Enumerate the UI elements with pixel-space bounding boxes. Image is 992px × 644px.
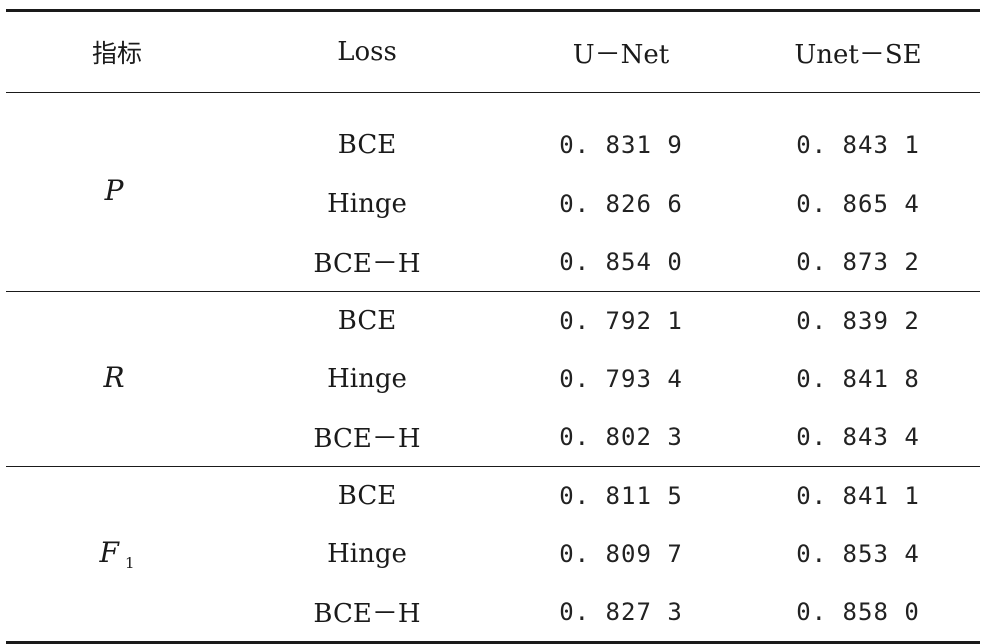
table-row: BCE－H 0. 854 0 0. 873 2 — [6, 233, 980, 292]
table-row: R BCE 0. 792 1 0. 839 2 — [6, 291, 980, 394]
header-metric: 指标 — [91, 39, 142, 68]
results-table: 指标 Loss U－Net Unet－SE P BCE 0. 831 9 0. … — [6, 9, 980, 644]
table-row: Hinge 0. 826 6 0. 865 4 — [6, 175, 980, 233]
unet-value: 0. 793 4 — [559, 364, 683, 393]
loss-cell: Hinge — [327, 363, 407, 394]
loss-cell: Hinge — [327, 538, 407, 569]
unet-value: 0. 826 6 — [559, 189, 683, 218]
unet-value: 0. 809 7 — [559, 539, 683, 568]
unet-value: 0. 854 0 — [559, 247, 683, 276]
metric-label: P — [104, 173, 124, 207]
unet-se-value: 0. 841 1 — [796, 481, 920, 510]
metric-cell: R — [6, 291, 228, 466]
unet-value: 0. 831 9 — [559, 130, 683, 159]
metric-group-r: R BCE 0. 792 1 0. 839 2 Hinge 0. 793 4 0… — [6, 291, 980, 466]
table-row: P BCE 0. 831 9 0. 843 1 — [6, 93, 980, 207]
header-loss: Loss — [337, 37, 397, 67]
table-row: Hinge 0. 809 7 0. 853 4 — [6, 525, 980, 583]
loss-cell: Hinge — [327, 188, 407, 219]
unet-se-value: 0. 843 1 — [796, 130, 920, 159]
loss-cell: BCE－H — [313, 424, 421, 454]
loss-cell: BCE — [337, 305, 397, 336]
unet-se-value: 0. 873 2 — [796, 247, 920, 276]
unet-se-value: 0. 858 0 — [796, 597, 920, 626]
unet-value: 0. 802 3 — [559, 422, 683, 451]
unet-se-value: 0. 839 2 — [796, 306, 920, 335]
header-unet: U－Net — [572, 39, 670, 70]
metric-cell: P — [6, 93, 228, 292]
header-row: 指标 Loss U－Net Unet－SE — [6, 10, 980, 93]
metric-label: R — [103, 360, 125, 394]
loss-cell: BCE — [337, 480, 397, 511]
metric-subscript: 1 — [124, 553, 135, 572]
unet-se-value: 0. 841 8 — [796, 364, 920, 393]
unet-se-value: 0. 853 4 — [796, 539, 920, 568]
loss-cell: BCE－H — [313, 599, 421, 629]
unet-se-value: 0. 865 4 — [796, 189, 920, 218]
header-unet-se: Unet－SE — [794, 39, 922, 70]
unet-value: 0. 792 1 — [559, 306, 683, 335]
metric-label: F — [99, 535, 119, 569]
loss-cell: BCE — [337, 129, 397, 160]
unet-value: 0. 827 3 — [559, 597, 683, 626]
unet-se-value: 0. 843 4 — [796, 422, 920, 451]
table-row: Hinge 0. 793 4 0. 841 8 — [6, 350, 980, 408]
metric-group-p: P BCE 0. 831 9 0. 843 1 Hinge 0. 826 6 0… — [6, 93, 980, 292]
loss-cell: BCE－H — [313, 249, 421, 279]
table-row: BCE－H 0. 802 3 0. 843 4 — [6, 408, 980, 467]
table-header: 指标 Loss U－Net Unet－SE — [6, 10, 980, 93]
table-row: BCE－H 0. 827 3 0. 858 0 — [6, 583, 980, 643]
unet-value: 0. 811 5 — [559, 481, 683, 510]
